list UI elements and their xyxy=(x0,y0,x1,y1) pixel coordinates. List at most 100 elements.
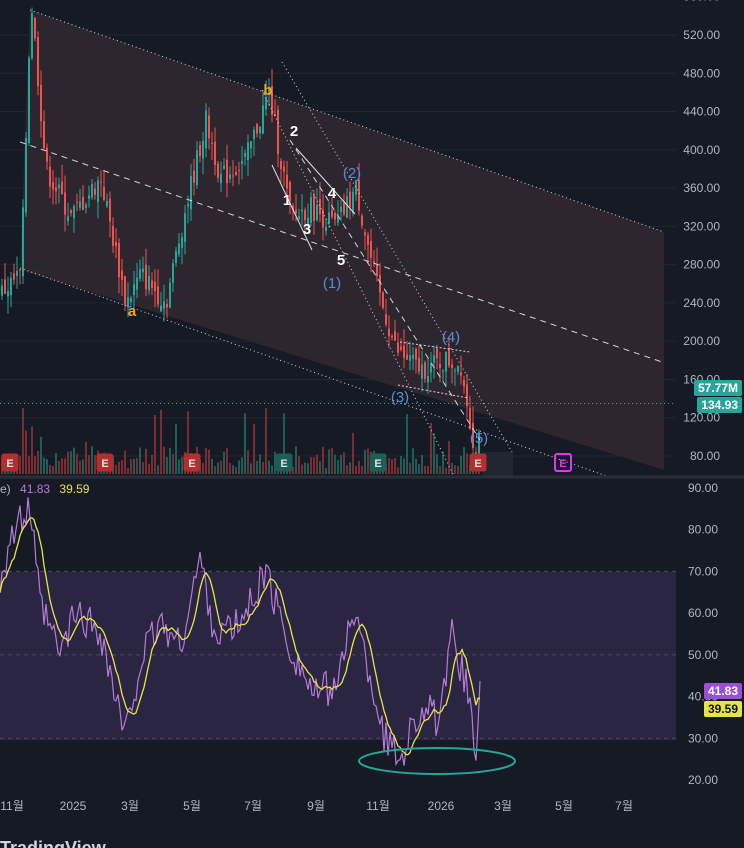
volume-bar xyxy=(268,460,270,474)
candle-body xyxy=(436,348,438,359)
candle-body xyxy=(172,263,174,283)
earnings-marker-label: E xyxy=(559,458,566,470)
volume-bar xyxy=(325,467,327,474)
candle-body xyxy=(112,225,114,246)
volume-bar xyxy=(49,465,51,474)
volume-bar xyxy=(436,454,438,474)
rsi-value: 41.83 xyxy=(20,482,51,496)
earnings-marker xyxy=(369,453,387,472)
earnings-marker xyxy=(96,453,114,472)
volume-bar xyxy=(58,460,60,474)
candle-body xyxy=(298,216,300,220)
volume-bar xyxy=(445,467,447,474)
candle-body xyxy=(19,269,21,271)
candle-body xyxy=(343,202,345,215)
volume-bar xyxy=(226,448,228,474)
candle-body xyxy=(64,192,66,215)
candle-body xyxy=(451,364,453,368)
candle-body xyxy=(322,209,324,228)
candle-body xyxy=(217,163,219,178)
wave-label: 5 xyxy=(337,252,345,269)
candle-body xyxy=(193,170,195,183)
volume-bar xyxy=(28,455,30,474)
time-tick-label: 5월 xyxy=(555,799,573,813)
price-tick-label: 320.00 xyxy=(683,219,720,233)
candle-body xyxy=(250,141,252,149)
volume-bar xyxy=(115,464,117,474)
candle-body xyxy=(454,370,456,372)
volume-bar xyxy=(349,462,351,474)
candle-body xyxy=(403,345,405,358)
volume-bar xyxy=(19,455,21,474)
volume-bar xyxy=(301,464,303,474)
candle-body xyxy=(190,176,192,210)
candle-body xyxy=(448,347,450,366)
volume-bar xyxy=(394,458,396,474)
price-tick-label: 480.00 xyxy=(683,66,720,80)
time-tick-label: 11월 xyxy=(366,799,390,813)
earnings-marker xyxy=(275,453,293,472)
wave-line xyxy=(271,164,313,251)
volume-bar xyxy=(22,408,24,474)
candle-body xyxy=(151,280,153,289)
volume-bar xyxy=(409,462,411,474)
volume-bar xyxy=(208,449,210,474)
candle-body xyxy=(457,365,459,372)
candle-body xyxy=(181,237,183,248)
candle-body xyxy=(262,105,264,134)
earnings-marker-label: E xyxy=(6,458,13,470)
candle-body xyxy=(325,226,327,232)
candle-body xyxy=(289,181,291,202)
candle-body xyxy=(109,198,111,222)
candle-body xyxy=(214,141,216,165)
time-tick-label: 3월 xyxy=(121,799,139,813)
candle-body xyxy=(244,153,246,157)
volume-bar xyxy=(448,440,450,474)
trend-lines xyxy=(19,9,665,479)
candle-body xyxy=(358,179,360,211)
volume-bar xyxy=(295,446,297,474)
candle-body xyxy=(184,213,186,242)
candle-body xyxy=(79,201,81,208)
candle-body xyxy=(391,336,393,338)
wave-label: 2 xyxy=(290,123,298,140)
volume-bar xyxy=(70,451,72,474)
candle-body xyxy=(133,284,135,296)
volume-bar xyxy=(463,447,465,474)
rsi-tick-label: 90.00 xyxy=(688,481,718,495)
volume-bar xyxy=(430,423,432,474)
volume-bar xyxy=(460,455,462,474)
rsi-lines xyxy=(0,497,481,767)
volume-bar xyxy=(274,451,276,474)
candle-body xyxy=(445,351,447,372)
candle-body xyxy=(28,58,30,144)
candle-body xyxy=(385,314,387,325)
rsi-header: e) 41.83 39.59 xyxy=(0,482,95,496)
candle-body xyxy=(427,375,429,383)
earnings-marker-label: E xyxy=(101,458,108,470)
candle-body xyxy=(142,268,144,273)
candle-body xyxy=(121,270,123,280)
volume-bar xyxy=(73,447,75,474)
candle-body xyxy=(394,331,396,341)
candle-body xyxy=(331,209,333,218)
candle-body xyxy=(256,124,258,134)
volume-bar xyxy=(319,461,321,474)
volume-bar xyxy=(43,457,45,474)
volume-tag: 57.77M xyxy=(693,380,742,396)
rsi-tick-label: 30.00 xyxy=(688,731,718,745)
wave-labels: b a 1 2 3 4 5 (1) (2) (3) (4) (5) xyxy=(128,82,488,447)
volume-bar xyxy=(343,452,345,474)
candle-body xyxy=(307,217,309,227)
volume-bar xyxy=(262,461,264,474)
candle-body xyxy=(199,144,201,157)
volume-bar xyxy=(451,463,453,474)
candle-body xyxy=(100,181,102,183)
volume-bar xyxy=(439,465,441,474)
volume-bar xyxy=(160,409,162,474)
elliott-channel-fill xyxy=(20,10,664,470)
candle-body xyxy=(373,261,375,264)
volume-bar xyxy=(352,432,354,474)
